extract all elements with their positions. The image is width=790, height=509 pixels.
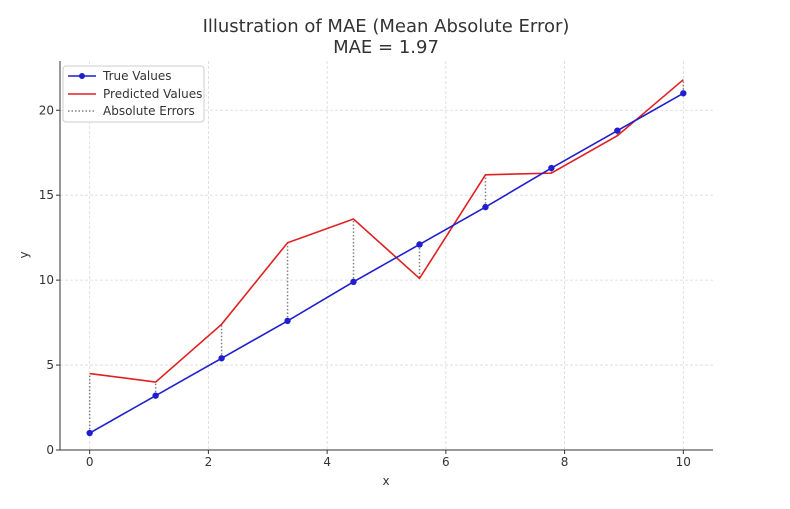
true-value-point — [416, 241, 423, 248]
true-value-point — [482, 203, 489, 211]
axes — [56, 61, 713, 454]
y-tick-label: 15 — [39, 188, 54, 202]
x-tick-label: 10 — [676, 455, 691, 469]
legend-true-label: True Values — [102, 69, 172, 83]
y-tick-label: 5 — [46, 358, 54, 372]
legend-box — [62, 65, 205, 123]
true-value-point — [86, 429, 93, 437]
true-value-point — [548, 164, 555, 172]
y-tick-label: 0 — [46, 443, 54, 457]
true-value-point — [614, 127, 621, 134]
y-tick-label: 20 — [39, 103, 54, 117]
x-tick-label: 6 — [442, 455, 450, 469]
chart-subtitle: MAE = 1.97 — [333, 37, 439, 58]
true-values-line — [89, 92, 684, 434]
y-axis-label: y — [17, 251, 31, 258]
x-tick-label: 0 — [86, 455, 94, 469]
absolute-errors — [88, 79, 685, 434]
legend-errors-label: Absolute Errors — [103, 104, 195, 118]
legend-predicted-label: Predicted Values — [103, 87, 202, 101]
series-points — [86, 90, 687, 437]
predicted-values-line — [89, 79, 684, 383]
true-value-point — [350, 278, 357, 286]
true-value-point — [152, 392, 159, 399]
true-value-point — [680, 90, 687, 97]
x-tick-label: 8 — [561, 455, 569, 469]
legend: True Values Predicted Values Absolute Er… — [62, 65, 205, 123]
x-axis-label: x — [382, 474, 389, 488]
true-value-point — [284, 317, 291, 325]
y-tick-label: 10 — [39, 273, 54, 287]
x-tick-label: 4 — [323, 455, 331, 469]
true-value-point — [218, 355, 225, 362]
chart-title: Illustration of MAE (Mean Absolute Error… — [203, 16, 570, 37]
series-lines — [89, 79, 684, 434]
tick-labels: 0 2 4 6 8 10 0 5 10 15 20 — [39, 103, 691, 469]
x-tick-label: 2 — [205, 455, 213, 469]
legend-true-marker — [79, 73, 85, 79]
